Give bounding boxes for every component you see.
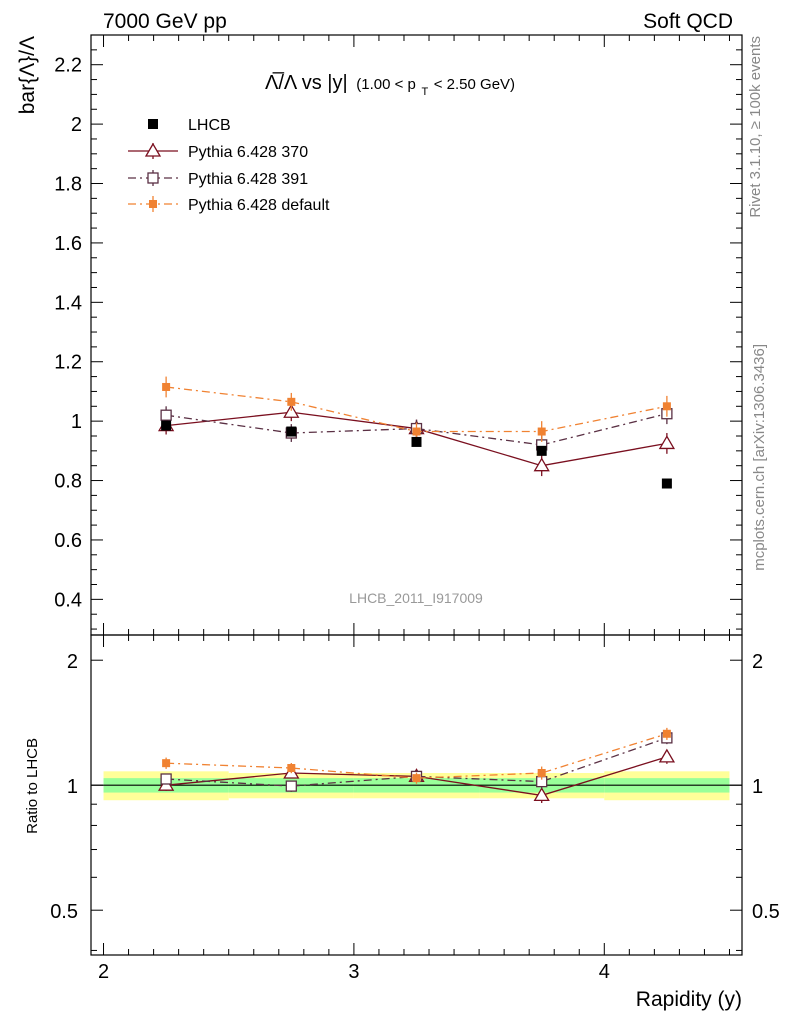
y-tick-label: 1 xyxy=(71,411,82,433)
point-pdefault xyxy=(662,402,671,411)
series-line-p391 xyxy=(166,413,668,446)
x-tick-label: 4 xyxy=(599,961,610,983)
y-tick-label: 1.6 xyxy=(54,233,82,255)
y-tick-label: 1.4 xyxy=(54,292,82,314)
legend-marker-p370 xyxy=(144,142,162,157)
y-tick-label: 1.8 xyxy=(54,174,82,196)
x-tick-label: 3 xyxy=(348,961,359,983)
legend: LHCB Pythia 6.428 370 Pythia 6.428 391 Pyth… xyxy=(128,117,330,214)
ratio-plot-frame xyxy=(90,634,743,956)
ratio-point-pdefault xyxy=(162,759,171,768)
ratio-point-p391 xyxy=(285,780,297,792)
ratio-tick-label: 1 xyxy=(67,776,78,798)
chart-title-cut: (1.00 < p xyxy=(356,76,416,93)
legend-marker-p391 xyxy=(147,172,159,184)
y-axis-label: bar{Λ}/Λ xyxy=(16,36,39,114)
watermark: LHCB_2011_I917009 xyxy=(349,590,483,606)
y-tick-label: 1.2 xyxy=(54,352,82,374)
ratio-point-pdefault xyxy=(287,764,296,773)
legend-label: Pythia 6.428 370 xyxy=(188,144,308,161)
point-pdefault xyxy=(162,382,171,391)
ratio-y-axis-label: Ratio to LHCB xyxy=(24,738,41,834)
legend-marker-pdefault xyxy=(149,200,157,208)
tick-labels: 2 3 4 0.4 0.6 0.8 1 1.2 1.4 1.6 1.8 2 2.2 0.5 0.5 1 1 2 2 xyxy=(50,55,780,983)
legend-marker-data xyxy=(148,119,158,129)
header-right: Soft QCD xyxy=(643,10,733,33)
y-tick-label: 0.4 xyxy=(54,589,82,611)
y-tick-label: 2 xyxy=(71,114,82,136)
ratio-point-p391 xyxy=(160,773,172,785)
point-data xyxy=(661,478,672,489)
point-p391 xyxy=(160,409,172,421)
point-p370 xyxy=(658,435,676,450)
point-p370 xyxy=(533,457,550,472)
point-p370 xyxy=(283,403,300,418)
ratio-point-pdefault xyxy=(537,768,546,777)
ratio-tick-label: 0.5 xyxy=(50,901,78,923)
y-tick-label: 0.8 xyxy=(54,471,82,493)
ratio-tick-label-right: 0.5 xyxy=(752,901,780,923)
chart-title-cut-sub: T xyxy=(421,86,428,98)
ratio-point-p370 xyxy=(533,787,550,802)
point-data xyxy=(286,426,297,437)
ratio-line-pdefault xyxy=(166,733,668,779)
y-tick-label: 2.2 xyxy=(54,55,82,77)
header-left: 7000 GeV pp xyxy=(103,10,227,33)
point-data xyxy=(411,436,422,447)
point-pdefault xyxy=(537,427,546,436)
ratio-tick-label-right: 1 xyxy=(752,776,763,798)
ratio-point-p370 xyxy=(658,748,676,763)
point-pdefault xyxy=(287,397,296,406)
ratio-line-p391 xyxy=(166,737,668,787)
chart-title: Λ̅/Λ vs |y| (1.00 < p T < 2.50 GeV) xyxy=(265,71,515,100)
chart-title-main: Λ̅/Λ vs |y| xyxy=(265,71,348,94)
point-pdefault xyxy=(412,427,421,436)
rivet-version-label: Rivet 3.1.10, ≥ 100k events xyxy=(747,36,764,218)
legend-label: LHCB xyxy=(188,117,231,134)
ratio-point-pdefault xyxy=(662,729,671,738)
legend-label: Pythia 6.428 391 xyxy=(188,171,308,188)
y-tick-label: 0.6 xyxy=(54,530,82,552)
ratio-uncertainty-bands xyxy=(91,771,742,801)
x-tick-label: 2 xyxy=(98,961,109,983)
axis-ticks xyxy=(91,34,742,955)
point-data xyxy=(161,420,172,431)
ratio-point-pdefault xyxy=(412,774,421,783)
point-data xyxy=(536,445,547,456)
x-axis-label: Rapidity (y) xyxy=(636,988,742,1011)
ratio-tick-label: 2 xyxy=(67,651,78,673)
chart-title-cut-close: < 2.50 GeV) xyxy=(434,76,515,93)
ratio-tick-label-right: 2 xyxy=(752,651,763,673)
mcplots-label: mcplots.cern.ch [arXiv:1306.3436] xyxy=(751,344,768,571)
chart-series xyxy=(157,376,676,803)
legend-label: Pythia 6.428 default xyxy=(188,197,330,214)
